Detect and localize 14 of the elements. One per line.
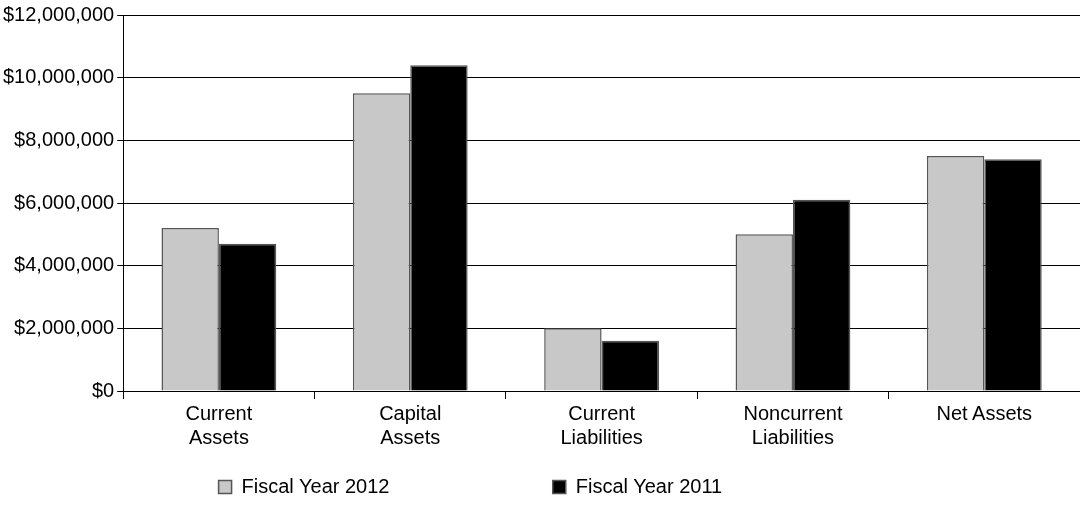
x-tick-label: Capital Assets <box>379 401 442 448</box>
y-tick-label: $8,000,000 <box>14 127 115 150</box>
y-tick-label: $4,000,000 <box>14 253 115 276</box>
x-tick-label: Current Liabilities <box>560 401 643 448</box>
y-tick-label: $6,000,000 <box>14 190 115 213</box>
x-tick-label: Current Assets <box>185 401 253 448</box>
y-tick-label: $12,000,000 <box>2 2 115 25</box>
legend-label: Fiscal Year 2011 <box>575 474 862 497</box>
x-tick-label: Net Assets <box>936 401 1033 424</box>
y-tick-label: $0 <box>91 378 115 401</box>
y-tick-label: $10,000,000 <box>2 65 115 88</box>
x-tick-label: Noncurrent Liabilities <box>743 401 843 448</box>
legend-label: Fiscal Year 2012 <box>241 474 529 497</box>
y-tick-label: $2,000,000 <box>14 315 115 338</box>
